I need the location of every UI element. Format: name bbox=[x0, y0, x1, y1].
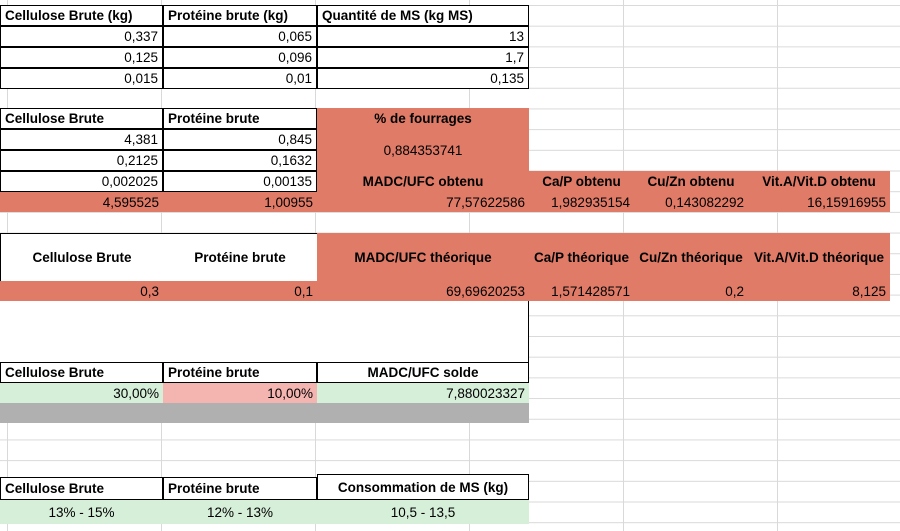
blank-block bbox=[0, 301, 529, 362]
t3-header-ca-p-theorique[interactable]: Ca/P théorique bbox=[529, 233, 634, 281]
t1-header-proteine[interactable]: Protéine brute (kg) bbox=[163, 5, 317, 26]
t2-header-vit-obtenu[interactable]: Vit.A/Vit.D obtenu bbox=[748, 171, 890, 192]
t2-header-cu-zn-obtenu[interactable]: Cu/Zn obtenu bbox=[634, 171, 748, 192]
t3-proteine-value[interactable]: 0,1 bbox=[163, 281, 317, 301]
t1-r3-cellulose[interactable]: 0,015 bbox=[0, 68, 163, 89]
t2-header-proteine[interactable]: Protéine brute bbox=[163, 108, 317, 129]
t3-header-cu-zn-theorique[interactable]: Cu/Zn théorique bbox=[634, 233, 748, 281]
t3-cellulose-value[interactable]: 0,3 bbox=[0, 281, 163, 301]
t2-fourrages-value[interactable]: 0,884353741 bbox=[317, 129, 529, 171]
t5-header-cellulose[interactable]: Cellulose Brute bbox=[0, 477, 163, 500]
t2-r1-cellulose[interactable]: 4,381 bbox=[0, 129, 163, 150]
t1-r3-ms[interactable]: 0,135 bbox=[317, 68, 529, 89]
t4-header-madc-ufc-solde[interactable]: MADC/UFC solde bbox=[317, 362, 529, 383]
t4-madc-ufc-solde[interactable]: 7,880023327 bbox=[317, 383, 529, 403]
t1-r1-ms[interactable]: 13 bbox=[317, 26, 529, 47]
t3-madc-ufc-theorique[interactable]: 69,69620253 bbox=[317, 281, 529, 301]
t2-ca-p-obtenu[interactable]: 1,982935154 bbox=[529, 192, 634, 212]
t2-r1-proteine[interactable]: 0,845 bbox=[163, 129, 317, 150]
t1-r1-proteine[interactable]: 0,065 bbox=[163, 26, 317, 47]
t1-r3-proteine[interactable]: 0,01 bbox=[163, 68, 317, 89]
t4-header-proteine[interactable]: Protéine brute bbox=[163, 362, 317, 383]
t5-header-consommation[interactable]: Consommation de MS (kg) bbox=[317, 474, 529, 500]
t3-header-madc-ufc-theorique[interactable]: MADC/UFC théorique bbox=[317, 233, 529, 281]
t5-header-proteine[interactable]: Protéine brute bbox=[163, 477, 317, 500]
t2-header-madc-ufc-obtenu[interactable]: MADC/UFC obtenu bbox=[317, 171, 529, 192]
t2-r3-proteine[interactable]: 0,00135 bbox=[163, 171, 317, 192]
t2-r2-cellulose[interactable]: 0,2125 bbox=[0, 150, 163, 171]
t3-ca-p-theorique[interactable]: 1,571428571 bbox=[529, 281, 634, 301]
t5-consommation-value[interactable]: 10,5 - 13,5 bbox=[317, 500, 529, 524]
t2-cu-zn-obtenu[interactable]: 0,143082292 bbox=[634, 192, 748, 212]
t3-header-vit-theorique[interactable]: Vit.A/Vit.D théorique bbox=[748, 233, 890, 281]
t4-cellulose-value[interactable]: 30,00% bbox=[0, 383, 163, 403]
t1-r2-cellulose[interactable]: 0,125 bbox=[0, 47, 163, 68]
t2-r2-proteine[interactable]: 0,1632 bbox=[163, 150, 317, 171]
t2-header-cellulose[interactable]: Cellulose Brute bbox=[0, 108, 163, 129]
t1-header-quantite-ms[interactable]: Quantité de MS (kg MS) bbox=[317, 5, 529, 26]
t4-proteine-value[interactable]: 10,00% bbox=[163, 383, 317, 403]
t3-cu-zn-theorique[interactable]: 0,2 bbox=[634, 281, 748, 301]
t3-header-proteine[interactable]: Protéine brute bbox=[163, 233, 317, 281]
t5-proteine-value[interactable]: 12% - 13% bbox=[163, 500, 317, 524]
t1-r1-cellulose[interactable]: 0,337 bbox=[0, 26, 163, 47]
t1-r2-proteine[interactable]: 0,096 bbox=[163, 47, 317, 68]
t2-header-ca-p-obtenu[interactable]: Ca/P obtenu bbox=[529, 171, 634, 192]
t2-r3-cellulose[interactable]: 0,002025 bbox=[0, 171, 163, 192]
t1-header-cellulose[interactable]: Cellulose Brute (kg) bbox=[0, 5, 163, 26]
t3-header-cellulose[interactable]: Cellulose Brute bbox=[0, 233, 163, 281]
t2-total-cellulose[interactable]: 4,595525 bbox=[0, 192, 163, 212]
t2-header-fourrages[interactable]: % de fourrages bbox=[317, 108, 529, 129]
t2-total-proteine[interactable]: 1,00955 bbox=[163, 192, 317, 212]
t2-vit-obtenu[interactable]: 16,15916955 bbox=[748, 192, 890, 212]
t4-header-cellulose[interactable]: Cellulose Brute bbox=[0, 362, 163, 383]
t1-r2-ms[interactable]: 1,7 bbox=[317, 47, 529, 68]
t5-cellulose-value[interactable]: 13% - 15% bbox=[0, 500, 163, 524]
grey-separator-row bbox=[0, 403, 529, 423]
t2-madc-ufc-obtenu[interactable]: 77,57622586 bbox=[317, 192, 529, 212]
t3-vit-theorique[interactable]: 8,125 bbox=[748, 281, 890, 301]
